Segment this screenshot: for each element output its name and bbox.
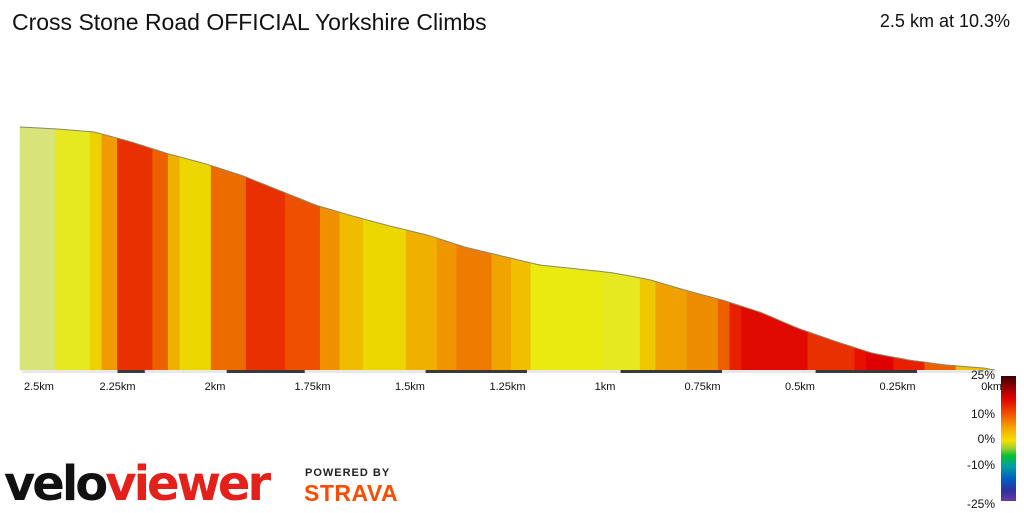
gradient-segment-27 <box>807 331 855 371</box>
gradient-bands <box>19 126 996 371</box>
x-tick-label-10: 0km <box>981 381 1002 393</box>
gradient-segment-1 <box>54 128 91 371</box>
gradient-segment-14 <box>405 229 438 371</box>
strava-logo: STRAVA <box>304 480 399 506</box>
gradient-segment-11 <box>320 206 341 371</box>
axis-dark-band-0 <box>117 370 145 373</box>
gradient-segment-9 <box>245 176 286 371</box>
scale-label-0: 0% <box>977 432 995 446</box>
gradient-segment-26 <box>741 305 809 371</box>
gradient-segment-24 <box>717 298 731 371</box>
gradient-segment-0 <box>19 126 56 371</box>
x-tick-label-1: 2.25km <box>99 381 135 393</box>
gradient-segment-20 <box>600 271 641 371</box>
scale-label-minus-25: -25% <box>966 497 995 511</box>
x-tick-label-0: 2.5km <box>24 381 54 393</box>
scale-label-minus-10: -10% <box>966 458 995 472</box>
gradient-segment-5 <box>152 148 169 371</box>
climb-summary: 2.5 km at 10.3% <box>879 11 1010 31</box>
x-axis-ticks: 2.5km 2.25km 2km 1.75km 1.5km 1.25km 1km 0.75km… <box>24 381 1002 393</box>
powered-by-label: POWERED BY <box>305 467 391 479</box>
gradient-segment-15 <box>437 237 458 371</box>
gradient-segment-7 <box>179 156 212 371</box>
x-tick-label-2: 2km <box>205 381 226 393</box>
axis-dark-band-3 <box>620 370 722 373</box>
gradient-segment-18 <box>511 257 532 371</box>
gradient-color-scale <box>1001 376 1016 501</box>
axis-dark-band-1 <box>226 370 305 373</box>
svg-text:veloviewer: veloviewer <box>4 456 271 508</box>
veloviewer-logo: veloviewer <box>4 448 294 513</box>
x-tick-label-7: 0.75km <box>684 381 720 393</box>
gradient-segment-23 <box>686 290 719 371</box>
gradient-segment-12 <box>339 211 364 371</box>
logo-velo-text: velo <box>4 456 106 508</box>
gradient-segment-31 <box>924 361 957 371</box>
gradient-segment-22 <box>655 281 688 371</box>
x-axis-dark-bands <box>117 370 917 373</box>
gradient-segment-13 <box>362 218 407 371</box>
gradient-segment-19 <box>530 262 602 371</box>
scale-label-10: 10% <box>970 407 995 421</box>
page-title: Cross Stone Road OFFICIAL Yorkshire Clim… <box>12 9 487 35</box>
x-tick-label-6: 1km <box>595 381 616 393</box>
gradient-segment-16 <box>456 244 493 371</box>
axis-dark-band-2 <box>425 370 527 373</box>
gradient-segment-21 <box>639 277 656 371</box>
gradient-segment-8 <box>210 165 247 371</box>
x-tick-label-3: 1.75km <box>294 381 330 393</box>
logo-viewer-text: viewer <box>105 456 271 508</box>
gradient-segment-2 <box>89 131 103 371</box>
elevation-profile-chart: 2.5km 2.25km 2km 1.75km 1.5km 1.25km 1km 0.75km… <box>19 126 1002 393</box>
x-tick-label-5: 1.25km <box>489 381 525 393</box>
gradient-segment-4 <box>117 137 153 371</box>
axis-dark-band-4 <box>815 370 917 373</box>
gradient-segment-30 <box>893 356 926 371</box>
gradient-segment-10 <box>284 192 321 371</box>
gradient-segment-17 <box>491 253 512 371</box>
gradient-segment-6 <box>167 153 181 371</box>
x-tick-label-9: 0.25km <box>879 381 915 393</box>
profile-outline <box>19 126 996 371</box>
gradient-segment-25 <box>729 302 742 371</box>
x-tick-label-8: 0.5km <box>785 381 815 393</box>
scale-label-25: 25% <box>970 368 995 382</box>
gradient-segment-3 <box>101 133 118 371</box>
x-tick-label-4: 1.5km <box>395 381 425 393</box>
